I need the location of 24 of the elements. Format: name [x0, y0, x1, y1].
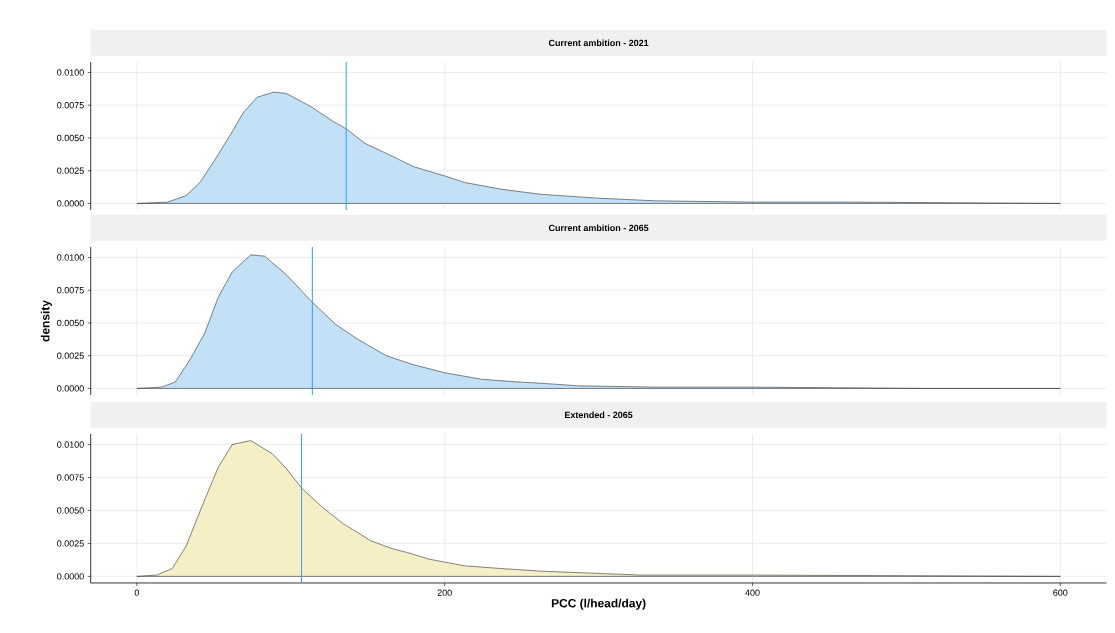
y-tick-label: 0.0050	[57, 319, 84, 327]
chart-title: Current ambition - 2021	[548, 39, 649, 47]
y-tick-label: 0.0000	[57, 200, 84, 207]
y-tick-label: 0.0050	[57, 507, 84, 514]
y-tick-label: 0.0075	[57, 287, 84, 294]
y-tick-label: 0.0025	[57, 167, 84, 174]
y-tick-label: 0.0100	[57, 254, 84, 261]
x-axis-title: PCC (l/head/day)	[551, 598, 646, 610]
y-tick-label: 0.0075	[57, 474, 84, 481]
x-tick-label: 600	[1053, 589, 1068, 596]
x-tick-label: 200	[437, 589, 452, 596]
y-axis-title: density	[40, 300, 52, 342]
y-tick-label: 0.0100	[57, 69, 84, 76]
chart-title: Current ambition - 2065	[548, 224, 649, 232]
y-tick-label: 0.0075	[57, 102, 84, 109]
x-tick-label: 400	[745, 589, 760, 596]
chart-title: Extended - 2065	[565, 411, 633, 419]
y-tick-label: 0.0000	[57, 385, 84, 392]
x-tick-label: 0	[134, 589, 140, 596]
y-tick-label: 0.0025	[57, 352, 84, 359]
y-tick-label: 0.0000	[57, 573, 84, 580]
y-tick-label: 0.0100	[57, 441, 84, 448]
y-tick-label: 0.0050	[57, 134, 84, 142]
y-tick-label: 0.0025	[57, 540, 84, 547]
